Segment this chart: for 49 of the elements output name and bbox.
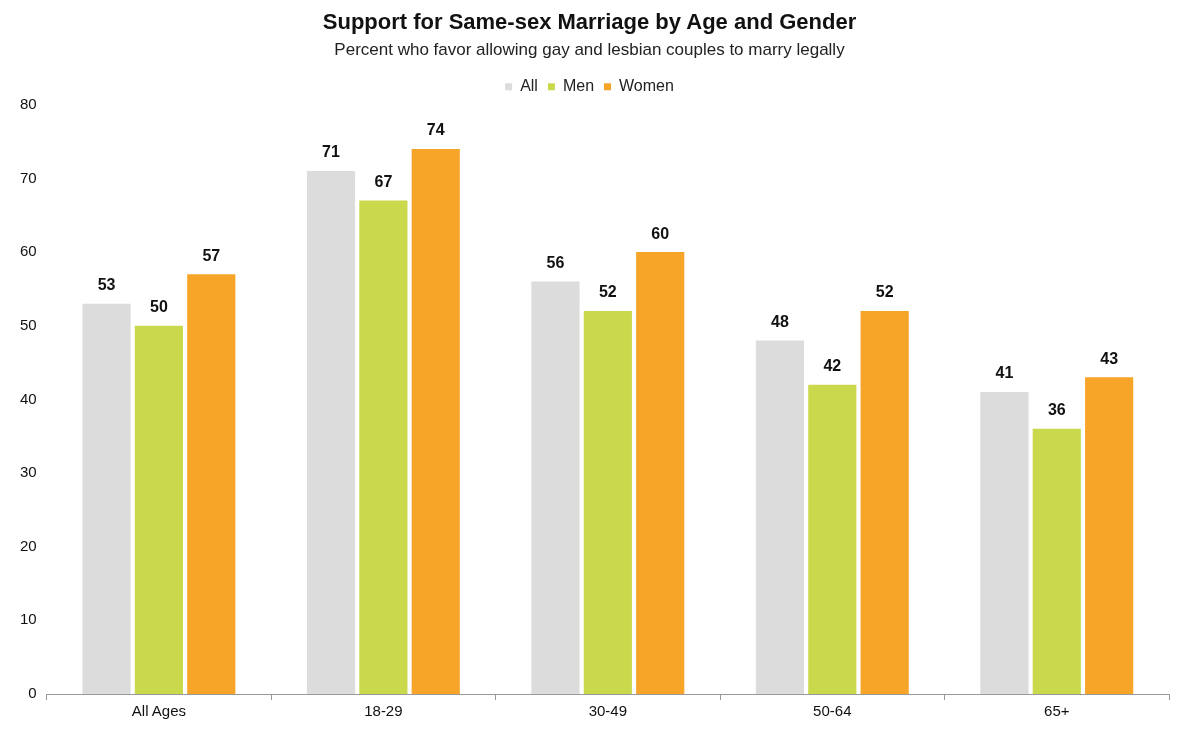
y-tick-label: 10 [20, 610, 37, 628]
data-label: 60 [651, 224, 670, 242]
bar [531, 281, 580, 694]
data-label: 36 [1047, 401, 1066, 419]
x-tick-label: 18-29 [364, 702, 403, 720]
data-label: 74 [426, 121, 445, 139]
y-tick-label: 70 [20, 168, 37, 186]
y-tick-label: 0 [28, 684, 37, 702]
bar [980, 392, 1029, 694]
x-tick-label: 50-64 [813, 702, 852, 720]
data-label: 48 [771, 312, 789, 330]
bar [808, 384, 857, 694]
bar [860, 311, 909, 694]
bar [187, 274, 236, 694]
data-label: 56 [546, 253, 565, 271]
bar [1032, 428, 1081, 694]
bar [134, 325, 184, 694]
legend-label: Women [619, 77, 674, 95]
bar [755, 340, 805, 694]
y-tick-label: 40 [20, 389, 37, 407]
x-tick-label: 30-49 [588, 702, 628, 720]
data-label: 71 [322, 143, 340, 161]
x-tick-label: 65+ [1044, 702, 1070, 720]
data-label: 52 [875, 283, 894, 301]
bar [411, 148, 460, 694]
data-label: 50 [150, 298, 168, 316]
data-label: 67 [374, 172, 393, 190]
y-tick-label: 80 [20, 94, 37, 112]
bar [359, 200, 408, 694]
chart-subtitle: Percent who favor allowing gay and lesbian couples to marry legally [334, 40, 846, 60]
data-label: 42 [823, 357, 842, 375]
chart-title: Support for Same-sex Marriage by Age and Gender [322, 9, 857, 35]
data-label: 52 [598, 283, 617, 301]
bar [1085, 377, 1134, 694]
bar [636, 252, 685, 694]
data-label: 57 [202, 246, 221, 264]
y-tick-label: 60 [20, 242, 37, 260]
data-label: 41 [995, 364, 1014, 382]
bar [306, 171, 356, 694]
data-label: 43 [1100, 349, 1119, 367]
bar [82, 303, 131, 694]
y-tick-label: 50 [20, 315, 37, 333]
bar [583, 311, 632, 694]
y-tick-label: 20 [20, 536, 37, 554]
legend-label: All [520, 77, 538, 95]
data-label: 53 [97, 276, 116, 294]
x-tick-label: All Ages [131, 702, 187, 720]
legend-label: Men [562, 77, 595, 95]
y-tick-label: 30 [20, 463, 37, 481]
